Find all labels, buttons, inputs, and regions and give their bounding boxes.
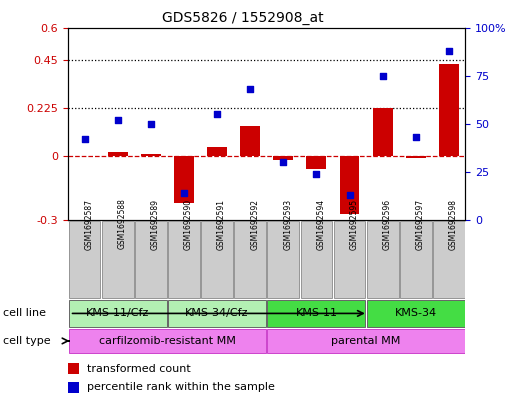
- FancyBboxPatch shape: [102, 221, 133, 298]
- Text: GSM1692589: GSM1692589: [151, 198, 160, 250]
- Bar: [373, 108, 393, 156]
- FancyBboxPatch shape: [234, 221, 266, 298]
- Text: parental MM: parental MM: [332, 336, 401, 346]
- FancyBboxPatch shape: [301, 221, 332, 298]
- FancyBboxPatch shape: [267, 221, 299, 298]
- Point: [379, 72, 387, 79]
- Point: [113, 117, 122, 123]
- Bar: [274, 156, 293, 160]
- Text: GSM1692597: GSM1692597: [416, 198, 425, 250]
- Point: [180, 190, 188, 196]
- Point: [445, 48, 453, 54]
- FancyBboxPatch shape: [69, 221, 100, 298]
- Text: transformed count: transformed count: [87, 364, 191, 374]
- FancyBboxPatch shape: [433, 221, 465, 298]
- Text: GSM1692592: GSM1692592: [250, 198, 259, 250]
- Point: [81, 136, 89, 142]
- Point: [412, 134, 420, 140]
- Bar: [174, 156, 194, 203]
- Text: percentile rank within the sample: percentile rank within the sample: [87, 382, 275, 393]
- Bar: [68, 382, 79, 393]
- Text: GSM1692596: GSM1692596: [383, 198, 392, 250]
- Title: GDS5826 / 1552908_at: GDS5826 / 1552908_at: [162, 11, 324, 25]
- FancyBboxPatch shape: [334, 221, 366, 298]
- Text: GSM1692598: GSM1692598: [449, 198, 458, 250]
- Text: KMS-11/Cfz: KMS-11/Cfz: [86, 309, 150, 318]
- Bar: [141, 154, 161, 156]
- Point: [246, 86, 254, 92]
- Text: GSM1692594: GSM1692594: [316, 198, 325, 250]
- FancyBboxPatch shape: [168, 300, 266, 327]
- Text: cell type: cell type: [3, 336, 50, 346]
- FancyBboxPatch shape: [168, 221, 200, 298]
- Text: KMS-34: KMS-34: [395, 309, 437, 318]
- Text: GSM1692591: GSM1692591: [217, 198, 226, 250]
- Text: KMS-34/Cfz: KMS-34/Cfz: [185, 309, 249, 318]
- Text: KMS-11: KMS-11: [295, 309, 337, 318]
- Bar: [439, 64, 459, 156]
- Point: [146, 121, 155, 127]
- FancyBboxPatch shape: [69, 329, 266, 353]
- Point: [312, 171, 321, 177]
- Text: GSM1692590: GSM1692590: [184, 198, 193, 250]
- Point: [213, 111, 221, 117]
- Text: GSM1692588: GSM1692588: [118, 198, 127, 250]
- FancyBboxPatch shape: [201, 221, 233, 298]
- Bar: [240, 126, 260, 156]
- Text: cell line: cell line: [3, 309, 46, 318]
- FancyBboxPatch shape: [367, 221, 399, 298]
- Text: carfilzomib-resistant MM: carfilzomib-resistant MM: [99, 336, 236, 346]
- Bar: [406, 156, 426, 158]
- Point: [345, 192, 354, 198]
- Bar: [339, 156, 359, 214]
- Text: GSM1692587: GSM1692587: [85, 198, 94, 250]
- Point: [279, 159, 288, 165]
- Bar: [306, 156, 326, 169]
- Bar: [68, 363, 79, 374]
- FancyBboxPatch shape: [400, 221, 431, 298]
- FancyBboxPatch shape: [69, 300, 167, 327]
- FancyBboxPatch shape: [135, 221, 167, 298]
- Text: GSM1692595: GSM1692595: [349, 198, 359, 250]
- FancyBboxPatch shape: [267, 300, 366, 327]
- FancyBboxPatch shape: [267, 329, 465, 353]
- FancyBboxPatch shape: [367, 300, 465, 327]
- Bar: [207, 147, 227, 156]
- Text: GSM1692593: GSM1692593: [283, 198, 292, 250]
- Bar: [108, 152, 128, 156]
